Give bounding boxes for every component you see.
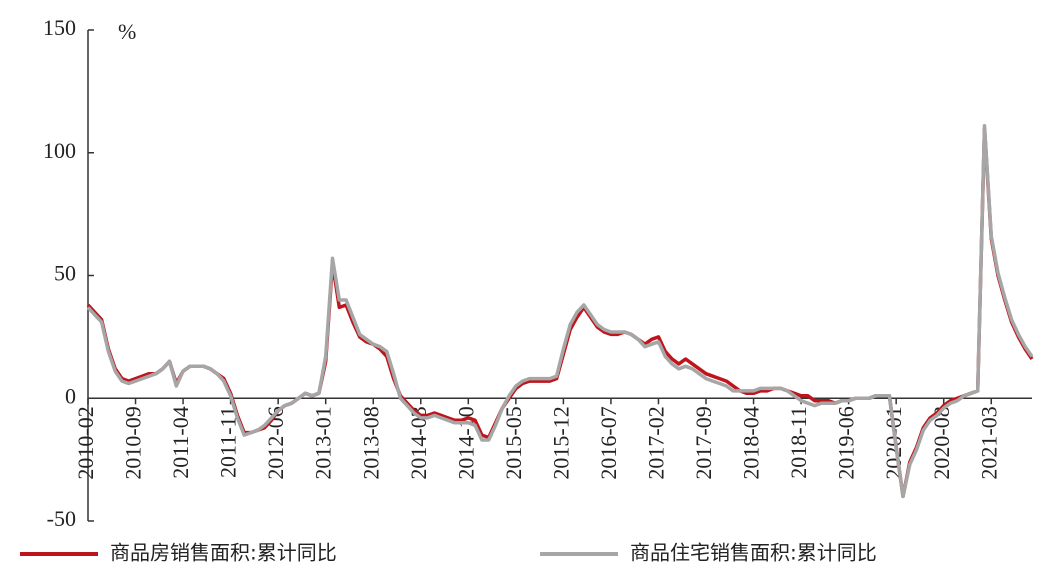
x-tick-label: 2011-04 (168, 406, 193, 479)
x-tick-label: 2019-06 (834, 406, 859, 479)
x-tick-label: 2013-01 (311, 406, 336, 479)
x-tick-label: 2017-02 (644, 406, 669, 479)
series-line (86, 123, 1034, 499)
y-tick-label: 150 (43, 15, 76, 40)
x-tick-label: 2018-11 (786, 406, 811, 479)
x-tick-label: 2016-07 (596, 406, 621, 479)
x-tick-label: 2021-03 (976, 406, 1001, 479)
legend-label: 商品住宅销售面积:累计同比 (630, 541, 877, 565)
x-tick-label: 2017-09 (691, 406, 716, 479)
x-tick-label: 2015-12 (548, 406, 573, 479)
y-tick-label: -50 (47, 506, 76, 531)
x-tick-label: 2010-02 (73, 406, 98, 479)
x-tick-label: 2013-08 (358, 406, 383, 479)
x-tick-label: 2012-06 (263, 406, 288, 479)
x-tick-label: 2015-05 (501, 406, 526, 479)
legend-label: 商品房销售面积:累计同比 (110, 541, 337, 565)
y-unit-label: % (118, 19, 136, 44)
y-tick-label: 0 (65, 383, 76, 408)
x-tick-label: 2010-09 (121, 406, 146, 479)
x-tick-label: 2018-04 (739, 406, 764, 479)
y-tick-label: 100 (43, 138, 76, 163)
y-tick-label: 50 (54, 261, 76, 286)
